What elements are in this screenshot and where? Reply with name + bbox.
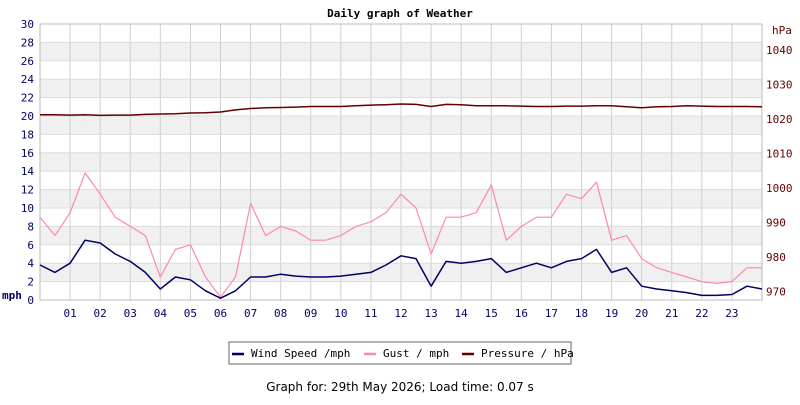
y-left-tick-label: 2	[27, 276, 34, 289]
x-tick-label: 13	[424, 307, 437, 320]
x-tick-label: 20	[635, 307, 648, 320]
x-tick-label: 07	[244, 307, 257, 320]
x-tick-label: 19	[605, 307, 618, 320]
x-tick-label: 02	[94, 307, 107, 320]
y-right-tick-label: 990	[766, 216, 786, 229]
y-left-tick-label: 22	[21, 92, 34, 105]
x-tick-label: 10	[334, 307, 347, 320]
x-tick-label: 04	[154, 307, 168, 320]
series-line-gust	[39, 172, 762, 298]
legend-box	[228, 341, 572, 365]
chart-title: Daily graph of Weather	[327, 7, 473, 20]
y-left-tick-label: 30	[21, 18, 34, 31]
footer-caption: Graph for: 29th May 2026; Load time: 0.0…	[266, 380, 534, 394]
y-left-tick-label: 4	[27, 257, 34, 270]
y-right-unit-label: hPa	[772, 24, 792, 37]
y-left-tick-label: 14	[21, 165, 35, 178]
x-tick-label: 05	[184, 307, 197, 320]
x-tick-label: 09	[304, 307, 317, 320]
x-tick-label: 16	[515, 307, 528, 320]
series-line-wind-speed	[39, 239, 763, 299]
y-right-tick-label: 1020	[766, 113, 793, 126]
y-left-tick-label: 8	[27, 220, 34, 233]
y-right-tick-label: 1000	[766, 182, 793, 195]
legend-label-wind-speed: Wind Speed /mph	[251, 347, 350, 360]
y-left-tick-label: 6	[27, 239, 34, 252]
y-left-tick-label: 0	[27, 294, 34, 307]
legend-label-pressure: Pressure / hPa	[481, 347, 574, 360]
x-tick-label: 18	[575, 307, 588, 320]
y-left-tick-label: 26	[21, 55, 34, 68]
x-tick-label: 21	[665, 307, 678, 320]
y-left-unit-label: mph	[2, 289, 22, 302]
series-line-pressure	[40, 103, 763, 117]
y-left-tick-label: 18	[21, 128, 34, 141]
y-left-tick-label: 16	[21, 147, 34, 160]
x-tick-label: 23	[725, 307, 738, 320]
x-tick-label: 12	[394, 307, 407, 320]
x-tick-label: 14	[455, 307, 469, 320]
x-tick-label: 03	[124, 307, 137, 320]
x-tick-label: 15	[485, 307, 498, 320]
x-tick-label: 06	[214, 307, 227, 320]
x-tick-label: 08	[274, 307, 287, 320]
y-left-tick-label: 28	[21, 36, 34, 49]
y-right-tick-label: 980	[766, 251, 786, 264]
x-tick-label: 17	[545, 307, 558, 320]
y-left-tick-label: 24	[21, 73, 35, 86]
y-right-tick-label: 1040	[766, 44, 793, 57]
legend-label-gust: Gust / mph	[383, 347, 449, 360]
x-tick-label: 01	[63, 307, 76, 320]
y-right-tick-label: 1010	[766, 147, 793, 160]
x-tick-label: 11	[364, 307, 377, 320]
y-left-tick-label: 10	[21, 202, 34, 215]
y-right-tick-label: 970	[766, 285, 786, 298]
y-left-tick-label: 20	[21, 110, 34, 123]
x-tick-label: 22	[695, 307, 708, 320]
y-right-tick-label: 1030	[766, 78, 793, 91]
plot-border	[39, 23, 763, 301]
y-left-tick-label: 12	[21, 184, 34, 197]
